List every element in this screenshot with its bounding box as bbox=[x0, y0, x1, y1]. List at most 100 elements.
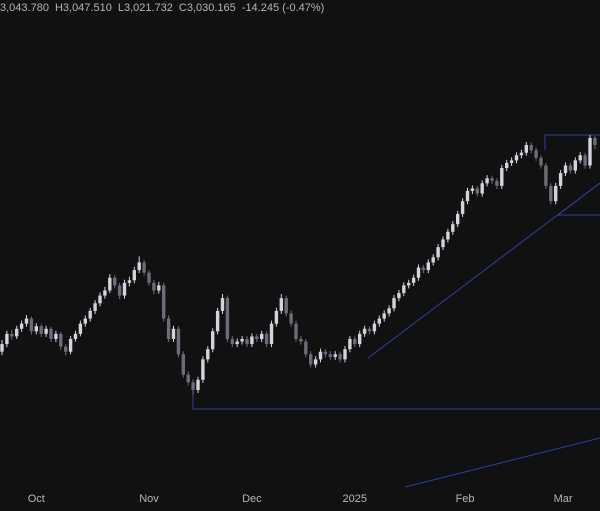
candle-body bbox=[524, 145, 528, 153]
candle-body bbox=[245, 338, 249, 345]
candle-body bbox=[181, 354, 185, 375]
candle-body bbox=[284, 298, 288, 314]
candle-body bbox=[206, 349, 210, 360]
x-tick-label: Mar bbox=[554, 493, 573, 505]
candle-body bbox=[309, 354, 313, 365]
x-tick-label: 2025 bbox=[343, 493, 367, 505]
candle-body bbox=[353, 338, 357, 345]
drawings bbox=[192, 134, 600, 488]
candle-body bbox=[377, 318, 381, 324]
candle-body bbox=[451, 224, 455, 232]
change-value: -14.245 (-0.47%) bbox=[241, 2, 325, 14]
candle-body bbox=[59, 333, 63, 347]
candle-body bbox=[54, 333, 58, 339]
open-value: 3,043.780 bbox=[0, 2, 49, 14]
candle-body bbox=[348, 338, 352, 350]
candle-body bbox=[132, 270, 136, 281]
candle-body bbox=[269, 323, 274, 345]
candle-body bbox=[436, 247, 440, 258]
candle-body bbox=[260, 333, 264, 339]
candle-body bbox=[519, 152, 524, 156]
candle-body bbox=[152, 282, 156, 291]
candle-body bbox=[157, 285, 161, 291]
candle-body bbox=[588, 137, 592, 166]
candle-body bbox=[264, 333, 269, 345]
candle-body bbox=[162, 285, 166, 319]
candle-body bbox=[372, 323, 377, 332]
candle-body bbox=[44, 328, 48, 334]
candle-body bbox=[367, 328, 372, 332]
candle-body bbox=[568, 165, 573, 171]
candle-body bbox=[294, 323, 298, 339]
range-box-top bbox=[544, 134, 600, 150]
ohlc-header: 3,043.780 H3,047.510 L3,021.732 C3,030.165-… bbox=[0, 2, 324, 14]
candle-body bbox=[573, 160, 577, 171]
high-value: 3,047.510 bbox=[62, 2, 112, 14]
candle-body bbox=[73, 333, 78, 339]
candle-body bbox=[186, 374, 190, 383]
low-label: L bbox=[117, 2, 124, 14]
candle-body bbox=[147, 272, 151, 283]
candle-body bbox=[509, 160, 514, 163]
candle-body bbox=[514, 155, 519, 161]
candle-body bbox=[250, 336, 254, 345]
candle-body bbox=[323, 351, 328, 355]
candle-body bbox=[299, 338, 303, 342]
candle-body bbox=[456, 213, 460, 225]
candle-body bbox=[563, 165, 568, 174]
candle-body bbox=[358, 333, 362, 345]
candle-body bbox=[431, 257, 435, 263]
candle-body bbox=[39, 326, 43, 334]
high-label: H bbox=[54, 2, 63, 14]
candle-body bbox=[558, 173, 563, 186]
candle-body bbox=[338, 354, 342, 360]
candle-body bbox=[113, 277, 117, 286]
candle-body bbox=[460, 201, 465, 214]
candle-body bbox=[98, 295, 102, 304]
candle-body bbox=[328, 354, 332, 357]
candle-body bbox=[529, 145, 533, 151]
candle-body bbox=[240, 338, 244, 342]
candle-body bbox=[255, 336, 259, 339]
candle-body bbox=[88, 310, 92, 319]
candle-body bbox=[539, 157, 543, 166]
candle-body bbox=[166, 318, 171, 339]
candle-body bbox=[416, 267, 421, 278]
candle-body bbox=[470, 188, 475, 191]
candle-body bbox=[215, 310, 220, 332]
candle-body bbox=[465, 190, 470, 202]
candle-body bbox=[583, 155, 587, 166]
candle-body bbox=[235, 341, 239, 345]
candle-body bbox=[127, 280, 132, 283]
candle-body bbox=[485, 178, 489, 184]
candle-body bbox=[225, 298, 230, 339]
candle-body bbox=[343, 349, 347, 360]
candle-body bbox=[421, 267, 426, 271]
candle-body bbox=[34, 326, 38, 332]
candle-body bbox=[142, 262, 146, 273]
close-label: C bbox=[178, 2, 187, 14]
candle-body bbox=[220, 298, 225, 311]
horizontal-line bbox=[192, 395, 600, 410]
candle-body bbox=[230, 338, 234, 345]
candle-body bbox=[201, 359, 205, 380]
candle-body bbox=[49, 328, 53, 339]
candle-body bbox=[122, 282, 127, 296]
range-box-bottom bbox=[556, 182, 600, 216]
candle-body bbox=[397, 293, 401, 299]
candle-body bbox=[549, 185, 553, 202]
candle-body bbox=[191, 382, 195, 390]
trend-line bbox=[404, 437, 600, 488]
candle-body bbox=[446, 231, 450, 240]
candle-body bbox=[274, 310, 279, 324]
candle-body bbox=[137, 262, 141, 271]
candle-body bbox=[407, 282, 411, 286]
x-tick-label: Feb bbox=[456, 493, 475, 505]
x-tick-label: Dec bbox=[242, 493, 262, 505]
candle-body bbox=[505, 162, 509, 169]
candle-body bbox=[411, 277, 416, 283]
candle-body bbox=[24, 318, 29, 324]
candle-body bbox=[5, 333, 9, 345]
candle-body bbox=[108, 277, 112, 291]
